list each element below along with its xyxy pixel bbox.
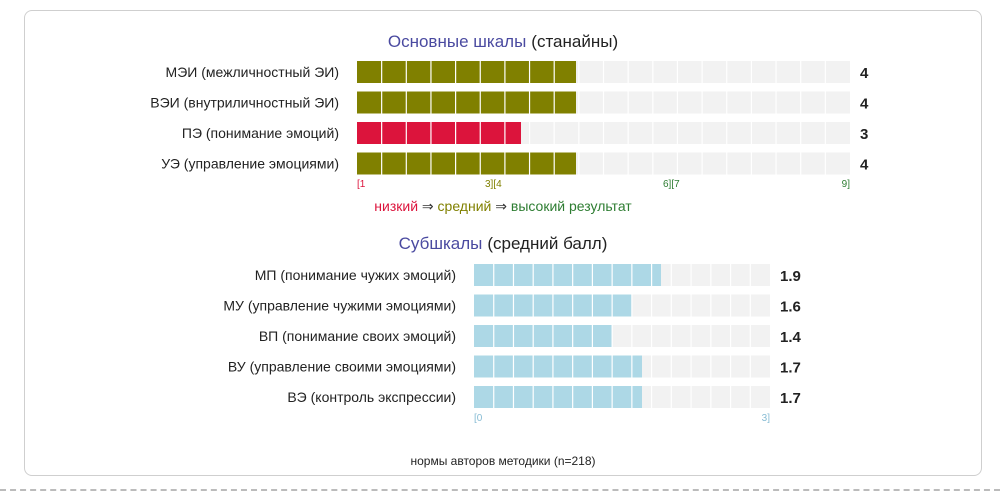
row-label: МП (понимание чужих эмоций) <box>255 267 456 283</box>
axis-tick-label: 6][7 <box>663 179 680 190</box>
score-label: 1.7 <box>780 360 801 377</box>
level-legend: низкий ⇒ средний ⇒ высокий результат <box>374 198 632 214</box>
row-label: ВЭ (контроль экспрессии) <box>287 389 456 405</box>
subscales-title: Субшкалы (средний балл) <box>399 234 608 253</box>
legend-part: высокий результат <box>511 198 632 214</box>
main-scales-chart: МЭИ (межличностный ЭИ) 4 ВЭИ (внутриличнос… <box>150 61 869 175</box>
axis-tick-label: 3][4 <box>485 179 502 190</box>
score-label: 1.9 <box>780 268 801 285</box>
axis-tick-label: 9] <box>842 179 851 190</box>
score-label: 3 <box>860 126 868 143</box>
row-label: МЭИ (межличностный ЭИ) <box>166 64 339 80</box>
bar <box>357 152 576 175</box>
main-scales-title-suffix: (станайны) <box>531 32 618 51</box>
bar <box>474 386 642 408</box>
subscales-ticks: [0 3] <box>474 413 770 424</box>
bar <box>474 264 661 286</box>
score-label: 1.4 <box>780 329 802 346</box>
row-label: ПЭ (понимание эмоций) <box>182 125 339 141</box>
bar <box>474 325 612 347</box>
row-label: УЭ (управление эмоциями) <box>161 156 339 172</box>
bar <box>357 91 576 114</box>
main-scales-title: Основные шкалы (станайны) <box>388 32 618 51</box>
score-label: 4 <box>860 96 869 113</box>
bar <box>357 61 576 83</box>
main-scales-title-text: Основные шкалы <box>388 32 526 51</box>
axis-tick-label: [1 <box>357 179 366 190</box>
legend-part: низкий <box>374 198 418 214</box>
subscales-title-text: Субшкалы <box>399 234 483 253</box>
score-label: 4 <box>860 157 869 174</box>
score-label: 1.6 <box>780 299 801 316</box>
subscales-chart: МП (понимание чужих эмоций) 1.9 МУ (управл… <box>223 264 802 408</box>
subscales-title-suffix: (средний балл) <box>487 234 607 253</box>
legend-part: средний <box>438 198 492 214</box>
main-scales-ticks: [1 3][4 6][7 9] <box>357 179 850 190</box>
score-label: 1.7 <box>780 390 801 407</box>
bar <box>474 355 642 378</box>
row-label: ВУ (управление своими эмоциями) <box>228 359 456 375</box>
row-label: ВЭИ (внутриличностный ЭИ) <box>150 95 339 111</box>
legend-part: ⇒ <box>491 198 511 214</box>
row-label: МУ (управление чужими эмоциями) <box>223 298 456 314</box>
axis-tick-label: 3] <box>762 413 771 424</box>
dashed-divider <box>0 489 1000 491</box>
legend-part: ⇒ <box>418 198 438 214</box>
row-label: ВП (понимание своих эмоций) <box>259 328 456 344</box>
norms-note: нормы авторов методики (n=218) <box>410 454 595 468</box>
axis-tick-label: [0 <box>474 413 483 424</box>
score-label: 4 <box>860 65 869 82</box>
